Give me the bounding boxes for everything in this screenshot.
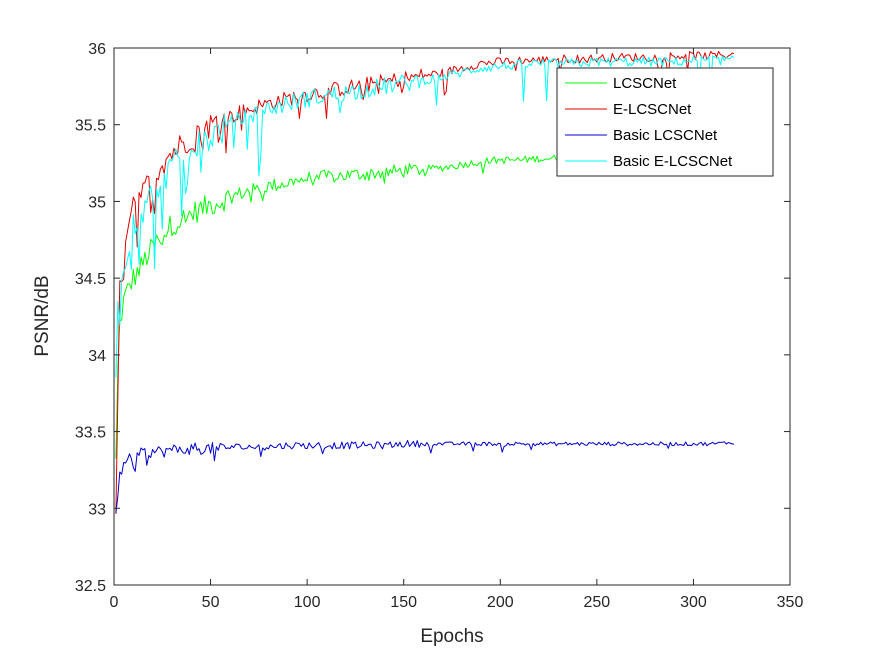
y-tick-label: 35 (88, 194, 106, 211)
x-tick-label: 50 (202, 594, 220, 611)
x-tick-label: 250 (584, 594, 611, 611)
x-tick-label: 0 (110, 594, 119, 611)
y-tick-label: 33 (88, 501, 106, 518)
y-tick-label: 34 (88, 348, 106, 365)
legend-label-2: E-LCSCNet (613, 101, 692, 118)
y-tick-label: 36 (88, 41, 106, 58)
y-axis-title: PSNR/dB (32, 275, 53, 356)
series-line-3 (115, 440, 735, 514)
x-tick-label: 300 (680, 594, 707, 611)
y-tick-label: 35.5 (75, 118, 106, 135)
axes: 0 50 100 150 200 250 300 350 32.5 33 33.5 34 34.5 35 3… (75, 41, 804, 611)
y-tick-label: 32.5 (75, 578, 106, 595)
series-line-1 (115, 150, 735, 459)
axes-box (113, 47, 791, 586)
x-tick-label: 150 (390, 594, 417, 611)
x-axis-title: Epochs (420, 626, 483, 647)
legend-label-4: Basic E-LCSCNet (613, 153, 733, 170)
legend-box (556, 67, 774, 177)
legend-label-1: LCSCNet (613, 75, 677, 92)
legend-label-3: Basic LCSCNet (613, 127, 718, 144)
x-tick-label: 350 (777, 594, 804, 611)
x-tick-label: 200 (487, 594, 514, 611)
y-tick-label: 34.5 (75, 271, 106, 288)
series-line-2 (115, 50, 735, 515)
y-tick-label: 33.5 (75, 425, 106, 442)
series-line-4 (115, 55, 735, 378)
x-tick-label: 100 (294, 594, 321, 611)
legend: LCSCNet E-LCSCNet Basic LCSCNet Basic E-LCS… (556, 67, 774, 177)
